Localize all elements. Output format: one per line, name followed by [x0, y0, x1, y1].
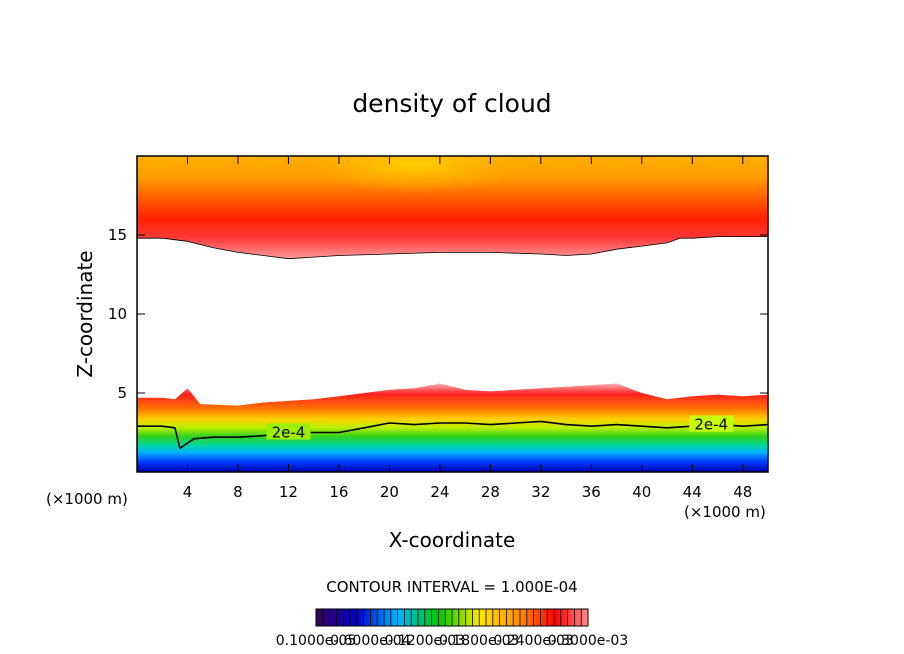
x-tick-label: 44	[683, 483, 702, 501]
colorbar-label: 0.3000e-03	[548, 633, 628, 649]
contour-label: 2e-4	[694, 416, 728, 434]
upper-cloud-layer	[137, 156, 768, 259]
x-unit-left: (×1000 m)	[46, 490, 128, 508]
y-axis-label: Z-coordinate	[73, 250, 97, 377]
x-tick-label: 12	[279, 483, 298, 501]
colorbar-label: 0.1800e-03	[439, 633, 519, 649]
x-tick-label: 48	[733, 483, 752, 501]
x-unit-right: (×1000 m)	[684, 503, 766, 521]
x-tick-label: 28	[481, 483, 500, 501]
contour-label-bg	[266, 423, 311, 440]
colorbar-label: 0.2400e-03	[493, 633, 573, 649]
colorbar-ticks	[315, 609, 589, 626]
colorbar-label: 0.1000e-05	[276, 633, 356, 649]
colorbar-label: 0.1200e-03	[385, 633, 465, 649]
x-tick-label: 20	[380, 483, 399, 501]
x-tick-label: 8	[233, 483, 243, 501]
y-tick-label: 15	[108, 226, 127, 244]
contour-line-2e-4	[137, 420, 769, 450]
x-tick-label: 40	[632, 483, 651, 501]
x-tick-label: 36	[582, 483, 601, 501]
contour-label: 2e-4	[272, 424, 306, 442]
y-tick-label: 5	[117, 384, 127, 402]
y-axis-ticks: 5 10 15	[108, 226, 768, 402]
chart-title: density of cloud	[352, 89, 551, 118]
colorbar-labels: 0.1000e-050.6000e-040.1200e-030.1800e-03…	[276, 633, 628, 649]
x-axis-label: X-coordinate	[389, 528, 516, 552]
x-tick-label: 24	[430, 483, 449, 501]
x-axis-ticks: 4 8 12 16 20 24 28 32 36 40 44 48	[183, 156, 752, 501]
upper-layer-boundary	[137, 236, 768, 260]
contour-interval-text: CONTOUR INTERVAL = 1.000E-04	[326, 578, 577, 596]
contour-lines: 2e-4 2e-4	[137, 415, 769, 450]
x-tick-label: 32	[531, 483, 550, 501]
contour-field	[137, 156, 768, 472]
x-tick-label: 4	[183, 483, 193, 501]
contour-label-bg	[689, 415, 734, 432]
lower-cloud-layer	[137, 383, 768, 472]
x-tick-label: 16	[329, 483, 348, 501]
upper-cloud-core	[304, 156, 525, 194]
y-tick-label: 10	[108, 305, 127, 323]
colorbar-label: 0.6000e-04	[330, 633, 411, 649]
